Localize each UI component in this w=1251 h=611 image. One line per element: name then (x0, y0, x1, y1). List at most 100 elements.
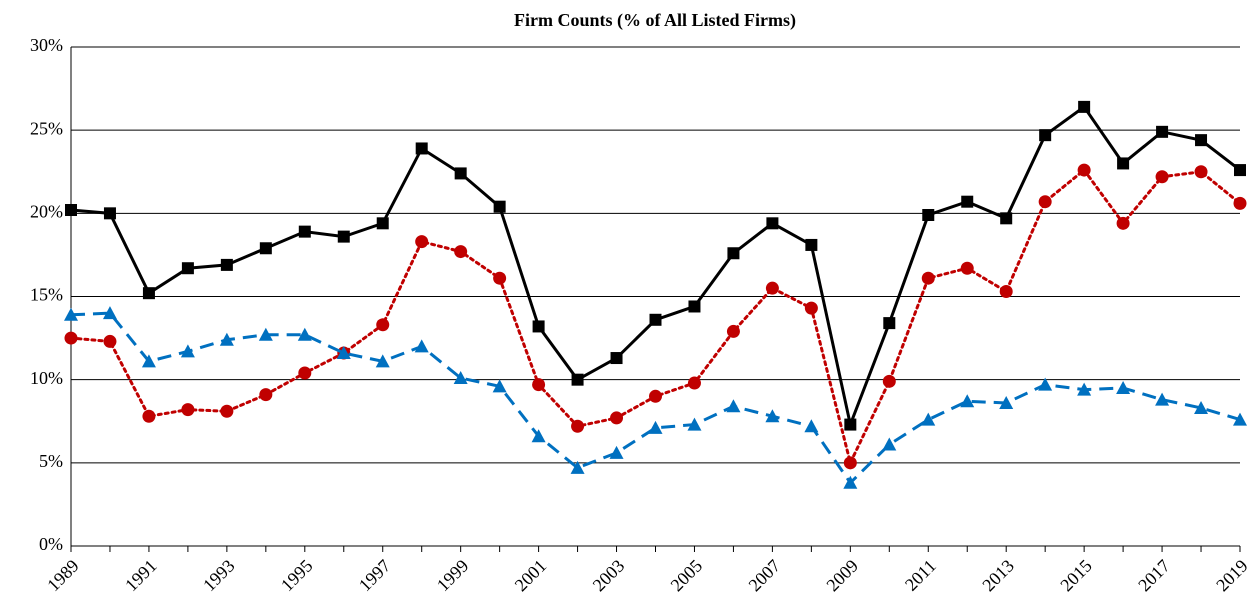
marker (649, 389, 662, 403)
marker (570, 460, 585, 474)
marker (921, 412, 936, 426)
marker (492, 379, 507, 393)
marker (648, 420, 663, 434)
marker (180, 344, 195, 358)
marker (1077, 163, 1091, 177)
marker (960, 261, 974, 275)
x-tick-label: 2013 (978, 556, 1018, 596)
marker (531, 429, 546, 443)
x-tick-label: 2007 (745, 556, 785, 596)
marker (181, 403, 195, 417)
marker (454, 245, 468, 259)
marker (804, 419, 819, 433)
marker (532, 320, 545, 333)
marker (415, 142, 428, 155)
marker (1233, 196, 1247, 210)
x-tick-label: 2019 (1212, 556, 1251, 596)
y-tick-label: 25% (30, 118, 63, 138)
x-tick-label: 1991 (121, 556, 161, 596)
marker (220, 404, 234, 418)
marker (961, 195, 974, 208)
marker (1195, 134, 1208, 147)
series-line (70, 104, 1241, 430)
marker (883, 317, 896, 330)
y-tick-label: 5% (39, 451, 63, 471)
marker (921, 271, 935, 285)
y-tick-label: 10% (30, 368, 63, 388)
x-tick-label: 2011 (901, 556, 940, 595)
marker (414, 339, 429, 353)
marker (1038, 377, 1053, 391)
marker (1039, 129, 1052, 142)
x-tick-label: 2005 (667, 556, 707, 596)
marker (571, 419, 585, 433)
marker (688, 300, 701, 313)
marker (571, 373, 584, 386)
marker (960, 394, 975, 408)
marker (765, 281, 779, 295)
marker (1078, 100, 1091, 113)
marker (142, 287, 155, 300)
marker (298, 225, 311, 238)
marker (1038, 195, 1052, 209)
chart-title: Firm Counts (% of All Listed Firms) (514, 10, 796, 31)
marker (1194, 165, 1208, 179)
x-tick-label: 1989 (43, 556, 83, 596)
x-tick-label: 2003 (589, 556, 629, 596)
marker (805, 238, 818, 251)
marker (1155, 392, 1170, 406)
marker (1194, 400, 1209, 414)
marker (843, 456, 857, 470)
marker (493, 200, 506, 213)
marker (1077, 382, 1092, 396)
marker (1233, 412, 1247, 426)
marker (297, 327, 312, 341)
marker (375, 354, 390, 368)
marker (649, 313, 662, 326)
marker (1116, 216, 1130, 230)
marker (64, 307, 78, 321)
marker (298, 366, 312, 380)
marker (843, 475, 858, 489)
marker (1156, 125, 1169, 138)
marker (882, 374, 896, 388)
marker (1155, 170, 1169, 184)
marker (765, 409, 780, 423)
marker (687, 376, 701, 390)
marker (609, 445, 624, 459)
marker (181, 262, 194, 275)
marker (103, 207, 116, 220)
marker (65, 204, 77, 217)
marker (727, 247, 740, 260)
marker (610, 411, 624, 425)
marker (882, 437, 897, 451)
marker (64, 331, 78, 345)
marker (454, 167, 467, 180)
marker (103, 334, 117, 348)
marker (259, 388, 273, 402)
x-tick-label: 1995 (277, 556, 317, 596)
marker (1000, 212, 1013, 225)
marker (532, 378, 546, 392)
marker (766, 217, 779, 230)
marker (726, 324, 740, 338)
x-tick-label: 1993 (199, 556, 239, 596)
marker (142, 409, 156, 423)
x-tick-label: 2009 (822, 556, 862, 596)
y-tick-label: 0% (39, 534, 63, 554)
marker (337, 230, 350, 243)
marker (999, 285, 1013, 299)
marker (415, 235, 429, 249)
marker (1117, 157, 1130, 170)
marker (1234, 164, 1246, 177)
marker (259, 242, 272, 255)
x-tick-label: 1997 (355, 556, 395, 596)
y-tick-label: 15% (30, 285, 63, 305)
marker (493, 271, 507, 285)
marker (1116, 380, 1131, 394)
marker (336, 346, 351, 360)
marker (141, 354, 156, 368)
marker (999, 395, 1014, 409)
marker (376, 318, 390, 332)
marker (219, 332, 234, 346)
